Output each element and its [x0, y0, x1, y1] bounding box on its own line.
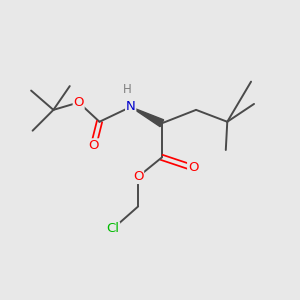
Text: O: O	[133, 170, 143, 183]
Text: O: O	[88, 139, 99, 152]
Text: H: H	[123, 82, 132, 96]
Text: O: O	[188, 161, 198, 174]
Text: O: O	[74, 96, 84, 109]
Text: Cl: Cl	[106, 222, 119, 235]
Text: N: N	[126, 100, 136, 113]
Polygon shape	[131, 107, 164, 127]
